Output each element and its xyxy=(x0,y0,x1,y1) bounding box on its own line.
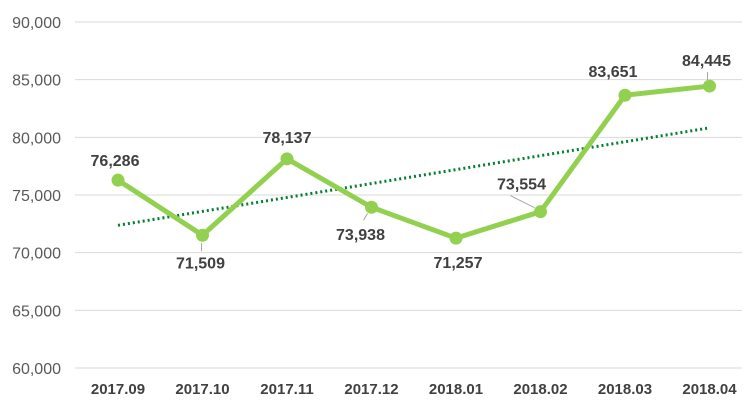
y-tick-label: 90,000 xyxy=(12,15,61,32)
data-label: 78,137 xyxy=(263,130,312,147)
data-label: 76,286 xyxy=(91,153,140,170)
data-point xyxy=(365,200,378,214)
data-label: 83,651 xyxy=(589,64,638,81)
x-tick-label: 2018.02 xyxy=(513,381,567,398)
data-point xyxy=(280,152,294,166)
x-axis-labels: 2017.09 2017.10 2017.11 2017.12 2018.01 2018.… xyxy=(91,381,737,398)
y-tick-label: 80,000 xyxy=(12,130,61,147)
data-point xyxy=(196,228,209,242)
x-tick-label: 2018.01 xyxy=(429,381,483,398)
data-point xyxy=(618,88,632,102)
label-leader-line xyxy=(363,213,368,221)
data-point xyxy=(111,173,125,187)
data-label: 71,509 xyxy=(176,255,225,272)
data-point xyxy=(449,231,463,245)
y-tick-label: 85,000 xyxy=(12,73,61,90)
grid-layer xyxy=(75,21,742,369)
x-tick-label: 2018.04 xyxy=(682,381,737,398)
data-label: 73,554 xyxy=(497,177,546,194)
x-tick-label: 2018.03 xyxy=(598,381,652,398)
label-leader-line xyxy=(510,195,535,209)
x-tick-label: 2017.11 xyxy=(260,381,313,398)
data-label: 71,257 xyxy=(434,255,483,272)
y-tick-label: 65,000 xyxy=(12,303,61,320)
data-label: 84,445 xyxy=(682,53,731,70)
series-line xyxy=(115,83,712,241)
trendline-layer xyxy=(117,126,710,227)
y-tick-label: 75,000 xyxy=(12,188,61,205)
x-tick-label: 2017.09 xyxy=(91,381,145,398)
x-tick-label: 2017.12 xyxy=(344,381,398,398)
x-tick-label: 2017.10 xyxy=(175,381,229,398)
y-tick-label: 70,000 xyxy=(12,246,61,263)
y-axis-labels: 60,000 65,000 70,000 75,000 80,000 85,000 90,0… xyxy=(12,15,61,378)
trendline xyxy=(117,126,710,227)
data-label: 73,938 xyxy=(336,227,385,244)
series-layer xyxy=(111,79,716,245)
y-tick-label: 60,000 xyxy=(12,361,61,378)
data-point xyxy=(703,79,716,93)
data-point xyxy=(534,205,547,219)
data-label-layer: 76,286 71,509 78,137 73,938 71,257 73,554 83,6… xyxy=(91,53,732,272)
